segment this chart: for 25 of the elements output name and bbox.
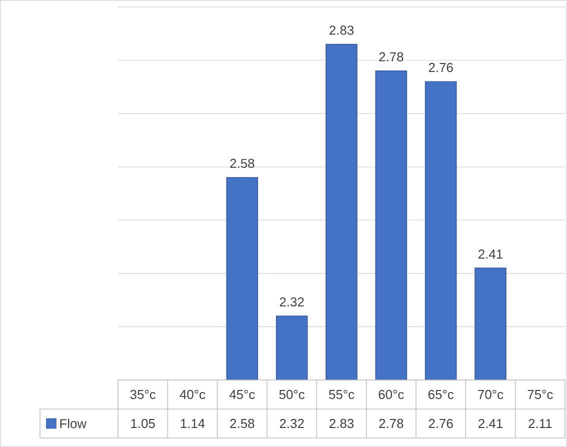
text: 2.58 (230, 158, 254, 168)
x-tick-label: 45°c (229, 390, 255, 400)
x-tick-label: 55°c (328, 390, 354, 400)
x-tick-label: 65°c (428, 390, 454, 400)
x-tick-label: 75°c (528, 390, 553, 400)
data-label: 2.78 (379, 418, 404, 428)
x-tick-label: 40°c (180, 390, 206, 400)
text: 2.41 (478, 250, 502, 259)
text: 2.76 (428, 62, 453, 72)
x-tick-label: 50°c (279, 390, 305, 400)
text: 2.11 (528, 418, 552, 428)
data-label: 2.32 (280, 418, 304, 428)
legend-label: Flow (60, 418, 87, 428)
x-tick-label: 60°c (378, 390, 404, 400)
x-tick-label: 70°c (478, 390, 504, 400)
text: 2.83 (330, 26, 354, 35)
data-label: 2.58 (230, 418, 254, 428)
data-label: 2.76 (428, 418, 453, 428)
x-tick-label: 35°c (130, 390, 156, 400)
text: 1.14 (180, 419, 205, 428)
data-label: 2.41 (478, 418, 502, 428)
text: 2.78 (379, 52, 404, 62)
data-label: 2.83 (330, 418, 354, 428)
text: 1.05 (131, 418, 155, 428)
text: 2.32 (280, 297, 304, 307)
